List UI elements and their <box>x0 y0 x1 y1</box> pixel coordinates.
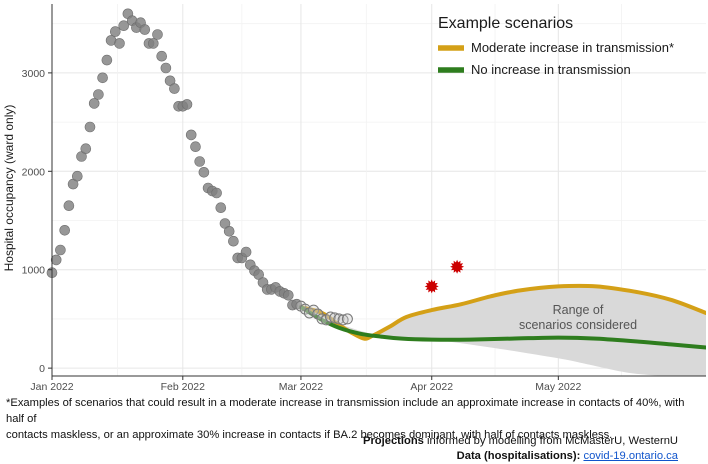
observed-point <box>161 63 171 73</box>
x-tick-label: May 2022 <box>535 381 581 392</box>
observed-point <box>153 30 163 40</box>
legend-title: Example scenarios <box>438 15 573 32</box>
legend-label-no-increase: No increase in transmission <box>471 62 631 77</box>
observed-point <box>342 314 352 324</box>
range-band-label-line1: Range of <box>553 303 604 317</box>
projections-credit: Projections informed by modelling from M… <box>363 435 678 447</box>
legend-label-moderate: Moderate increase in transmission* <box>471 40 674 55</box>
x-tick-label: Feb 2022 <box>161 381 206 392</box>
data-source-link[interactable]: covid-19.ontario.ca <box>583 450 678 462</box>
observed-point <box>98 73 108 83</box>
observed-point <box>140 25 150 35</box>
y-tick-label: 2000 <box>22 166 46 178</box>
footnote-line1: *Examples of scenarios that could result… <box>6 395 701 427</box>
data-credit: Data (hospitalisations): covid-19.ontari… <box>457 450 678 462</box>
projections-credit-text: informed by modelling from McMasterU, We… <box>424 435 678 447</box>
observed-point <box>157 51 167 61</box>
projections-credit-bold: Projections <box>363 435 424 447</box>
y-tick-label: 3000 <box>22 68 46 80</box>
observed-point <box>64 201 74 211</box>
observed-point <box>102 55 112 65</box>
y-tick-label: 1000 <box>22 265 46 277</box>
x-tick-label: Mar 2022 <box>279 381 324 392</box>
observed-point <box>110 27 120 37</box>
observed-point <box>60 225 70 235</box>
observed-point <box>195 157 205 167</box>
x-tick-label: Apr 2022 <box>410 381 453 392</box>
observed-point <box>283 290 293 300</box>
observed-point <box>191 142 201 152</box>
observed-point <box>85 122 95 132</box>
observed-point <box>224 226 234 236</box>
observed-point <box>228 236 238 246</box>
data-credit-bold: Data (hospitalisations): <box>457 450 581 462</box>
observed-point <box>115 38 125 48</box>
observed-point <box>216 203 226 213</box>
observed-point <box>89 98 99 108</box>
observed-point <box>241 247 251 257</box>
observed-point <box>81 144 91 154</box>
observed-point <box>55 245 65 255</box>
observed-point <box>212 188 222 198</box>
x-tick-label: Jan 2022 <box>30 381 73 392</box>
observed-point <box>51 255 61 265</box>
y-tick-label: 0 <box>39 363 45 375</box>
observed-point <box>182 99 192 109</box>
observed-point <box>72 171 82 181</box>
observed-point <box>169 84 179 94</box>
y-axis-title: Hospital occupancy (ward only) <box>2 105 16 272</box>
observed-point <box>199 167 209 177</box>
observed-point <box>186 130 196 140</box>
range-band-label-line2: scenarios considered <box>519 318 637 332</box>
observed-point <box>93 90 103 100</box>
chart: 0 1000 2000 3000 Jan 2022 Feb 2022 Mar 2022 Apr… <box>0 0 708 392</box>
observed-point <box>148 38 158 48</box>
